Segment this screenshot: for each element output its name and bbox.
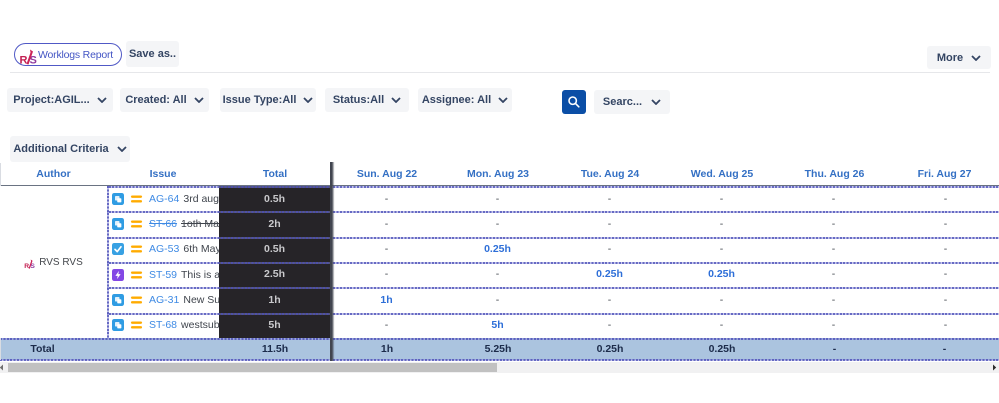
svg-text:R: R	[20, 55, 28, 66]
svg-text:S: S	[31, 263, 36, 269]
svg-text:R: R	[25, 263, 30, 269]
svg-text:S: S	[30, 55, 37, 66]
